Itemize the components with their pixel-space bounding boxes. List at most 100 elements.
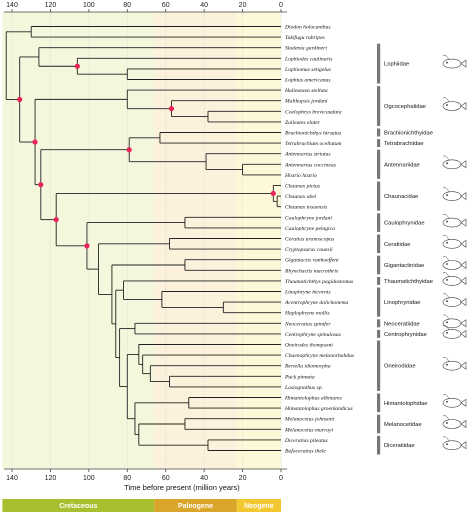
- fish-tail: [460, 329, 467, 338]
- calibration-point: [84, 243, 90, 249]
- taxon-label: Halieutaea stellata: [284, 88, 328, 94]
- fish-tail: [460, 260, 467, 270]
- taxon-label: Chaunax tosaensis: [285, 205, 327, 211]
- taxon-label: Lasiognathus sp.: [284, 385, 323, 391]
- fish-body: [442, 329, 462, 339]
- family-bracket: [377, 435, 381, 455]
- taxon-label: Neoceratias spinifer: [284, 320, 331, 327]
- fish-eye: [446, 220, 448, 223]
- time-gridlines: [11, 12, 282, 469]
- calibration-points: [17, 63, 276, 249]
- geologic-era-bar: Cretaceous Paleogene Neogene: [2, 499, 281, 512]
- fish-body: [442, 397, 462, 408]
- thaumatichthyid-icon: [442, 272, 467, 286]
- tick-label: 80: [123, 2, 131, 9]
- family-label: Diceratiidae: [384, 443, 415, 449]
- era-background-bands: [2, 12, 281, 469]
- taxon-label: Coelophrys brevicaudata: [285, 109, 342, 115]
- fish-lure: [442, 155, 450, 161]
- taxon-label: Zalieutes elater: [285, 120, 321, 126]
- fish-lure: [442, 213, 450, 219]
- linophrynid-icon: [442, 293, 467, 307]
- family-label: Melanocetidae: [384, 422, 422, 428]
- era-band: [2, 12, 155, 469]
- taxon-label: Oneirodes thompsoni: [285, 343, 333, 349]
- tick-label: 100: [83, 2, 95, 9]
- family-label: Oneirodidae: [384, 364, 416, 370]
- fish-eye: [446, 241, 448, 244]
- family-label: Thaumatichthyidae: [384, 279, 433, 285]
- calibration-point: [17, 96, 23, 103]
- calibration-point: [126, 147, 132, 153]
- family-label: Himantolophidae: [384, 401, 428, 407]
- top-axis: 140 120 100 80 60 40 20 0: [4, 2, 287, 13]
- fish-lure: [442, 256, 450, 262]
- fish-body: [442, 239, 462, 249]
- fish-lure: [442, 314, 450, 320]
- fish-tail: [460, 160, 467, 169]
- fish-lure: [442, 54, 450, 60]
- calibration-point: [53, 217, 59, 223]
- oneirodid-icon: [442, 356, 467, 371]
- family-bracket: [377, 393, 381, 413]
- fish-tail: [460, 218, 467, 227]
- family-bracket: [377, 43, 381, 84]
- tick-label: 40: [200, 475, 208, 482]
- fish-eye: [446, 263, 448, 265]
- melanocetid-icon: [442, 415, 467, 429]
- fish-tail: [460, 319, 467, 328]
- era-band: [154, 12, 237, 469]
- tick-label: 120: [45, 2, 57, 9]
- tick-label: 120: [45, 475, 57, 482]
- fish-body: [442, 101, 462, 111]
- fish-tail: [460, 101, 467, 111]
- ogcocephalid-icon: [442, 97, 467, 111]
- taxon-label: Thaumatichthys pagidostomus: [285, 279, 353, 285]
- fish-body: [442, 260, 462, 270]
- taxon-label: Linophryne bicornis: [284, 290, 331, 296]
- family-bracket: [377, 329, 381, 338]
- taxon-labels: Diodon holocanthus Takifugu rubripes Slade…: [284, 25, 354, 455]
- taxon-label: Chaunax abei: [285, 194, 317, 200]
- fish-tail: [460, 192, 467, 201]
- family-bracket: [377, 414, 381, 434]
- fish-lure: [442, 235, 450, 240]
- fish-eye: [446, 279, 448, 281]
- fish-eye: [446, 162, 448, 165]
- fish-lure: [442, 97, 450, 103]
- taxon-label: Acentrophryne dolichonema: [284, 300, 349, 306]
- taxon-label: Antennarius striatus: [284, 152, 331, 158]
- family-label: Antennariidae: [384, 162, 420, 168]
- fish-lure: [442, 325, 450, 331]
- era-label: Cretaceous: [59, 503, 97, 510]
- calibration-point: [32, 139, 38, 145]
- taxon-label: Ceratias uranoscopus: [285, 237, 334, 243]
- tick-label: 140: [6, 2, 18, 9]
- family-bracket: [377, 139, 381, 148]
- family-bracket: [377, 340, 381, 391]
- taxon-label: Caulophryne pelagica: [285, 226, 335, 232]
- family-bracket: [377, 287, 381, 317]
- family-label: Ogcocephalidae: [384, 104, 426, 110]
- diceratiid-icon: [442, 436, 467, 451]
- taxon-label: Sladenia gardineri: [285, 46, 327, 52]
- fish-body: [442, 217, 462, 228]
- fish-lure: [442, 436, 450, 442]
- bottom-axis: 140 120 100 80 60 40 20 0: [4, 468, 287, 482]
- fish-eye: [446, 422, 448, 424]
- family-label: Neoceratiidae: [384, 321, 420, 327]
- family-label: Tetrabrachiidae: [384, 141, 424, 147]
- taxon-label: Diodon holocanthus: [284, 25, 331, 31]
- fish-body: [442, 159, 462, 170]
- family-bracket: [377, 181, 381, 211]
- lophiid-icon: [442, 54, 467, 69]
- fish-body: [442, 440, 462, 451]
- family-bracket: [377, 234, 381, 254]
- axis-title: Time before present (million years): [124, 483, 240, 492]
- tick-label: 60: [162, 2, 170, 9]
- family-bracket: [377, 319, 381, 328]
- fish-lure: [442, 356, 450, 362]
- fish-body: [442, 297, 462, 307]
- fish-body: [442, 419, 462, 429]
- taxon-label: Caulophryne jordani: [285, 215, 332, 221]
